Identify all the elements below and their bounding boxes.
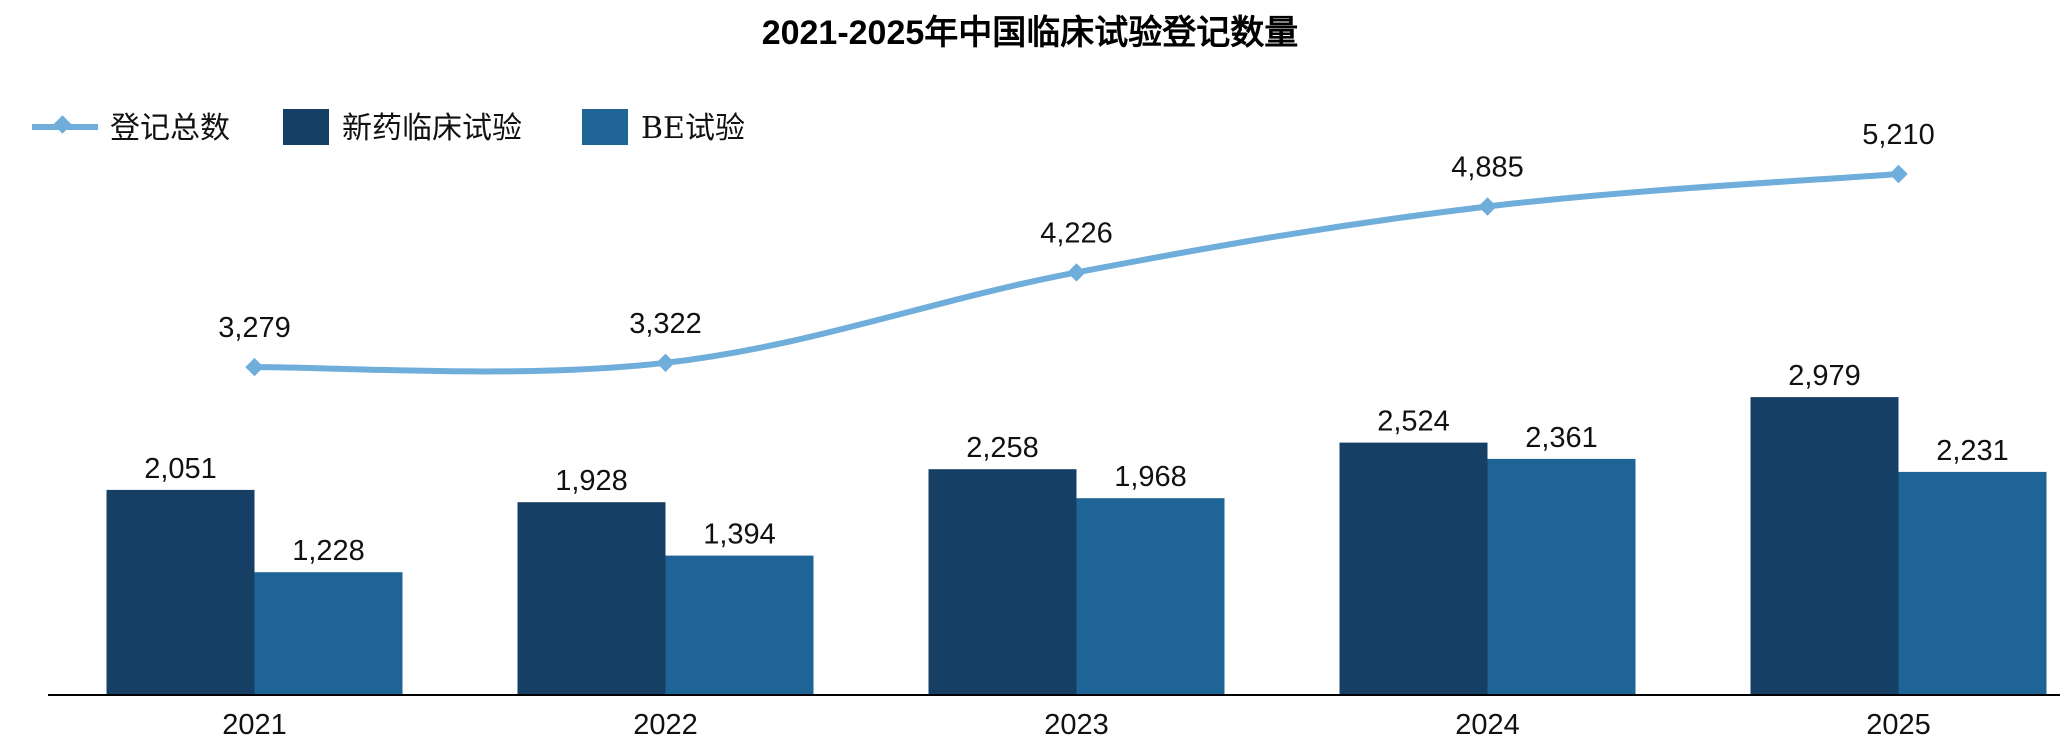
bar-label-be-2023: 1,968 — [1114, 461, 1187, 493]
bar-be-2025 — [1898, 471, 2047, 695]
chart-title: 2021-2025年中国临床试验登记数量 — [762, 13, 1299, 52]
bar-new-drug-2023 — [928, 469, 1077, 695]
line-layer — [245, 164, 1908, 377]
x-tick-label-2024: 2024 — [1455, 709, 1520, 737]
legend-label-be: BE试验 — [641, 111, 745, 146]
line-point-total-2022 — [656, 353, 675, 372]
x-axis-ticks: 2021 2022 2023 2024 2025 — [222, 709, 1931, 737]
x-tick-label-2023: 2023 — [1044, 709, 1109, 737]
legend-item-be: BE试验 — [582, 109, 745, 146]
line-label-total-2021: 3,279 — [218, 312, 291, 344]
bar-label-be-2025: 2,231 — [1936, 435, 2009, 467]
bar-label-new-drug-2025: 2,979 — [1788, 360, 1861, 392]
bar-new-drug-2022 — [517, 502, 666, 695]
bar-be-2023 — [1076, 498, 1225, 695]
legend-item-total: 登记总数 — [32, 111, 230, 146]
legend-swatch-new-drug — [283, 109, 329, 145]
line-label-total-2024: 4,885 — [1451, 152, 1524, 184]
legend: 登记总数 新药临床试验 BE试验 — [32, 109, 745, 146]
x-tick-label-2021: 2021 — [222, 709, 287, 737]
legend-swatch-be — [582, 109, 628, 145]
bar-label-new-drug-2021: 2,051 — [144, 453, 217, 485]
legend-item-new-drug: 新药临床试验 — [283, 109, 522, 146]
line-label-total-2025: 5,210 — [1862, 119, 1935, 151]
bar-new-drug-2025 — [1750, 397, 1899, 695]
line-label-total-2022: 3,322 — [629, 308, 702, 340]
bar-be-2022 — [665, 555, 814, 695]
x-tick-label-2022: 2022 — [633, 709, 698, 737]
line-point-total-2024 — [1478, 197, 1497, 216]
bar-label-be-2024: 2,361 — [1525, 422, 1598, 454]
line-point-total-2025 — [1889, 164, 1908, 184]
bar-new-drug-2024 — [1339, 442, 1488, 695]
bar-new-drug-2021 — [106, 489, 255, 695]
bars-layer — [106, 397, 2047, 695]
bar-be-2024 — [1487, 458, 1636, 695]
data-labels: 2,051 1,228 1,928 1,394 2,258 1,968 2,524 2,361… — [144, 119, 2009, 567]
line-label-total-2023: 4,226 — [1040, 217, 1113, 249]
bar-label-be-2022: 1,394 — [703, 519, 776, 551]
bar-label-new-drug-2022: 1,928 — [555, 465, 628, 497]
bar-be-2021 — [254, 572, 403, 695]
legend-label-total: 登记总数 — [110, 111, 230, 146]
line-point-total-2023 — [1067, 263, 1086, 282]
legend-diamond-marker — [53, 115, 72, 134]
legend-label-new-drug: 新药临床试验 — [342, 111, 522, 146]
bar-label-be-2021: 1,228 — [292, 535, 365, 567]
bar-label-new-drug-2024: 2,524 — [1377, 406, 1450, 438]
bar-label-new-drug-2023: 2,258 — [966, 432, 1039, 464]
x-tick-label-2025: 2025 — [1866, 709, 1931, 737]
line-point-total-2021 — [245, 357, 264, 377]
